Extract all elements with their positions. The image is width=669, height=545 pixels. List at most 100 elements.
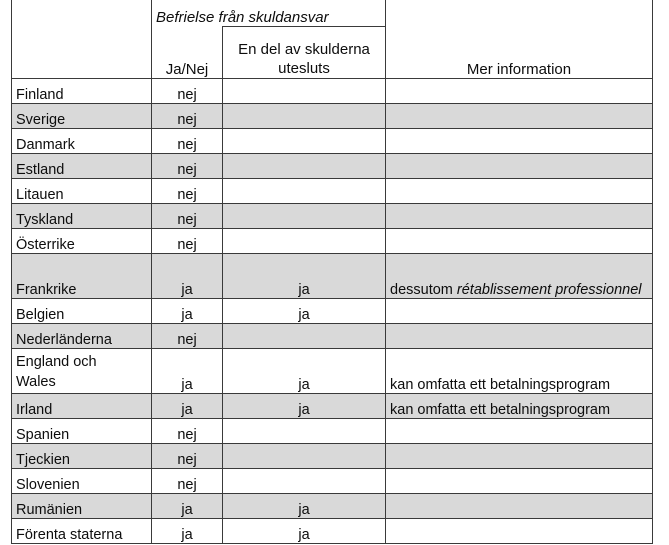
header-corner-blank	[11, 0, 152, 79]
cell-country-line1: England och	[16, 353, 97, 370]
cell-country: Danmark	[11, 128, 152, 154]
cell-yes-no: ja	[151, 393, 223, 419]
table-row: Belgien ja ja	[11, 298, 653, 324]
cell-more-information	[385, 493, 653, 519]
cell-country: Litauen	[11, 178, 152, 204]
table-row: Sverige nej	[11, 103, 653, 129]
cell-more-information	[385, 203, 653, 229]
table-row: Slovenien nej	[11, 468, 653, 494]
table-row: Frankrike ja ja dessutom rétablissement pro…	[11, 253, 653, 299]
table-header: Befrielse från skuldansvar Mer informati…	[11, 0, 653, 79]
cell-country: Rumänien	[11, 493, 152, 519]
cell-partial-exclusion	[222, 178, 386, 204]
cell-more-information	[385, 323, 653, 349]
table-row: Tyskland nej	[11, 203, 653, 229]
cell-country: Irland	[11, 393, 152, 419]
cell-partial-exclusion	[222, 203, 386, 229]
cell-yes-no: nej	[151, 228, 223, 254]
cell-yes-no: ja	[151, 253, 223, 299]
cell-partial-exclusion	[222, 443, 386, 469]
cell-country: Förenta staterna	[11, 518, 152, 544]
cell-country: Belgien	[11, 298, 152, 324]
comparison-table-container: Befrielse från skuldansvar Mer informati…	[11, 0, 653, 544]
table-row: Nederländerna nej	[11, 323, 653, 349]
table-header-row-subcols: Ja/Nej En del av skulderna utesluts	[12, 26, 653, 79]
cell-partial-exclusion: ja	[222, 298, 386, 324]
cell-yes-no: ja	[151, 493, 223, 519]
cell-more-information	[385, 418, 653, 444]
cell-yes-no: nej	[151, 443, 223, 469]
table-row: Österrike nej	[11, 228, 653, 254]
table-row: Spanien nej	[11, 418, 653, 444]
table-row: Estland nej	[11, 153, 653, 179]
cell-yes-no: nej	[151, 153, 223, 179]
table-header-row-group: Befrielse från skuldansvar Mer informati…	[11, 0, 653, 79]
cell-country-line2: Wales	[16, 374, 56, 391]
cell-partial-exclusion	[222, 128, 386, 154]
cell-more-information	[385, 298, 653, 324]
cell-more-information	[385, 178, 653, 204]
cell-more-information	[385, 153, 653, 179]
cell-yes-no: nej	[151, 203, 223, 229]
cell-more-information	[385, 78, 653, 104]
cell-partial-exclusion: ja	[222, 493, 386, 519]
cell-yes-no: nej	[151, 323, 223, 349]
cell-yes-no: ja	[151, 518, 223, 544]
cell-country: Nederländerna	[11, 323, 152, 349]
cell-country: England och Wales	[11, 348, 152, 394]
table-row: Litauen nej	[11, 178, 653, 204]
cell-yes-no: nej	[151, 103, 223, 129]
header-col-partial-exclusion: En del av skulderna utesluts	[222, 26, 386, 79]
cell-yes-no: nej	[151, 128, 223, 154]
cell-partial-exclusion	[222, 418, 386, 444]
cell-more-information	[385, 103, 653, 129]
cell-more-information	[385, 443, 653, 469]
cell-partial-exclusion	[222, 468, 386, 494]
table-row: Tjeckien nej	[11, 443, 653, 469]
cell-partial-exclusion	[222, 103, 386, 129]
cell-country: Finland	[11, 78, 152, 104]
cell-country: Österrike	[11, 228, 152, 254]
table-row: England och Wales ja ja kan omfatta ett beta…	[11, 348, 653, 394]
cell-info-italic-term: rétablissement professionnel	[456, 282, 642, 298]
cell-more-information: dessutom rétablissement professionnel	[385, 253, 653, 299]
table-row: Förenta staterna ja ja	[11, 518, 653, 544]
cell-partial-exclusion	[222, 153, 386, 179]
table-row: Finland nej	[11, 78, 653, 104]
header-group-label: Befrielse från skuldansvar	[151, 0, 386, 27]
table-row: Irland ja ja kan omfatta ett betalningsprog…	[11, 393, 653, 419]
cell-more-information	[385, 518, 653, 544]
table-row: Rumänien ja ja	[11, 493, 653, 519]
cell-yes-no: nej	[151, 468, 223, 494]
cell-country: Estland	[11, 153, 152, 179]
cell-partial-exclusion: ja	[222, 393, 386, 419]
table-row: Danmark nej	[11, 128, 653, 154]
cell-yes-no: ja	[151, 348, 223, 394]
cell-partial-exclusion	[222, 323, 386, 349]
cell-more-information: kan omfatta ett betalningsprogram	[385, 393, 653, 419]
header-col-partial-line1: En del av skulderna	[238, 40, 370, 58]
cell-yes-no: nej	[151, 178, 223, 204]
cell-yes-no: nej	[151, 418, 223, 444]
cell-country: Slovenien	[11, 468, 152, 494]
header-col-more-information: Mer information	[385, 0, 653, 79]
cell-country: Tyskland	[11, 203, 152, 229]
cell-partial-exclusion: ja	[222, 348, 386, 394]
cell-country: Sverige	[11, 103, 152, 129]
cell-more-information	[385, 468, 653, 494]
cell-country: Tjeckien	[11, 443, 152, 469]
cell-partial-exclusion	[222, 228, 386, 254]
cell-partial-exclusion: ja	[222, 518, 386, 544]
cell-info-plain-text: dessutom	[390, 282, 457, 298]
cell-more-information	[385, 128, 653, 154]
cell-partial-exclusion: ja	[222, 253, 386, 299]
debt-discharge-comparison-table: Befrielse från skuldansvar Mer informati…	[11, 0, 653, 544]
header-col-yes-no: Ja/Nej	[151, 26, 223, 79]
cell-yes-no: ja	[151, 298, 223, 324]
cell-country: Frankrike	[11, 253, 152, 299]
table-body: Finland nej Sverige nej Danmark nej Estland nej…	[11, 78, 653, 544]
cell-more-information: kan omfatta ett betalningsprogram	[385, 348, 653, 394]
cell-partial-exclusion	[222, 78, 386, 104]
cell-country: Spanien	[11, 418, 152, 444]
header-col-partial-line2: utesluts	[278, 59, 330, 77]
